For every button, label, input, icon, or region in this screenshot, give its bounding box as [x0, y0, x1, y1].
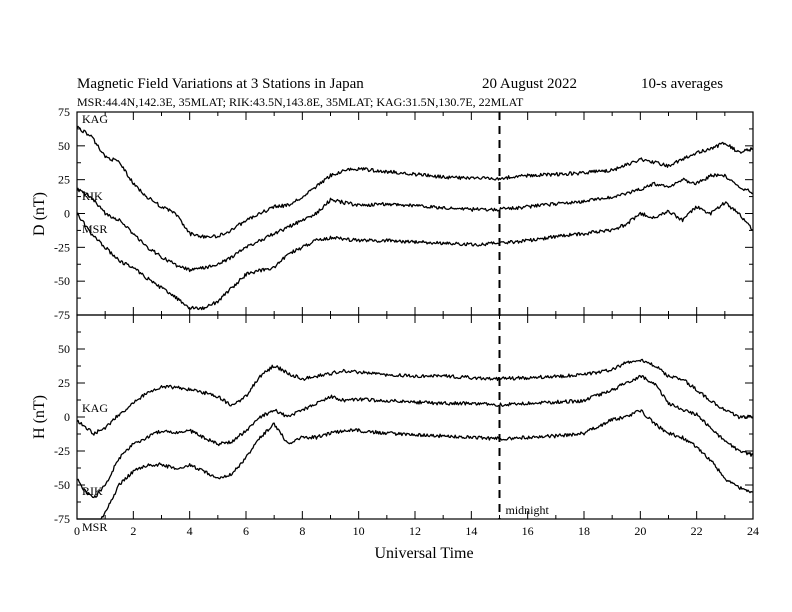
ylabel-d: D (nT) [31, 192, 48, 236]
panel-h-frame [76, 314, 754, 520]
series-line-h-kag [76, 358, 754, 436]
ytick-label-d: -75 [54, 308, 70, 322]
ytick-label-d: 0 [64, 207, 70, 221]
series-label-d-kag: KAG [82, 112, 108, 126]
xtick-label: 22 [691, 524, 703, 538]
xtick-label: 18 [578, 524, 590, 538]
ytick-label-d: -50 [54, 274, 70, 288]
series-label-d-msr: MSR [82, 222, 107, 236]
series-label-h-msr: MSR [82, 520, 107, 534]
xtick-label: 16 [522, 524, 534, 538]
xtick-label: 12 [409, 524, 421, 538]
ytick-label-d: -25 [54, 240, 70, 254]
series-label-h-kag: KAG [82, 401, 108, 415]
series-label-d-rik: RIK [82, 189, 103, 203]
ytick-label-h: 25 [58, 376, 70, 390]
panel-d-frame [76, 111, 754, 316]
xtick-label: 4 [187, 524, 193, 538]
chart-averaging: 10-s averages [641, 76, 723, 92]
ytick-label-h: -75 [54, 512, 70, 526]
series-line-h-rik [76, 374, 754, 499]
ylabel-h: H (nT) [31, 395, 48, 439]
ytick-label-d: 75 [58, 105, 70, 119]
xtick-label: 20 [634, 524, 646, 538]
ytick-label-h: -25 [54, 444, 70, 458]
xtick-label: 8 [299, 524, 305, 538]
chart-date: 20 August 2022 [482, 76, 577, 92]
xtick-label: 2 [130, 524, 136, 538]
series-line-d-rik [76, 173, 754, 273]
series-label-h-rik: RIK [82, 484, 103, 498]
series-line-h-msr [77, 409, 754, 520]
series-line-d-msr [76, 201, 754, 311]
xlabel: Universal Time [374, 545, 473, 562]
ytick-label-h: -50 [54, 478, 70, 492]
xtick-label: 0 [74, 524, 80, 538]
ytick-label-h: 0 [64, 410, 70, 424]
xtick-label: 24 [747, 524, 759, 538]
ytick-label-d: 25 [58, 173, 70, 187]
midnight-label: midnight [506, 503, 550, 517]
series-line-d-kag [76, 125, 754, 239]
xtick-label: 14 [465, 524, 477, 538]
stations-info: MSR:44.4N,142.3E, 35MLAT; RIK:43.5N,143.… [77, 95, 524, 109]
ytick-label-d: 50 [58, 139, 70, 153]
ytick-label-h: 50 [58, 342, 70, 356]
xtick-label: 10 [353, 524, 365, 538]
chart-title: Magnetic Field Variations at 3 Stations … [77, 76, 364, 92]
xtick-label: 6 [243, 524, 249, 538]
